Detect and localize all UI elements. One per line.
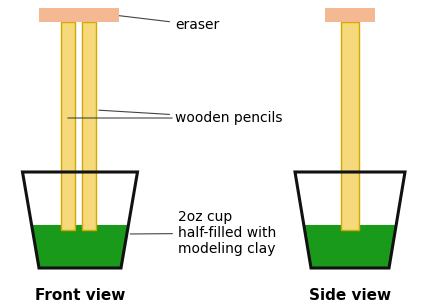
- Text: Front view: Front view: [35, 287, 125, 302]
- Bar: [341, 22, 359, 230]
- Text: eraser: eraser: [116, 15, 219, 32]
- Bar: [61, 22, 75, 230]
- Bar: [325, 8, 375, 22]
- Polygon shape: [295, 172, 405, 225]
- Text: Side view: Side view: [309, 287, 391, 302]
- Polygon shape: [22, 172, 138, 225]
- Text: 2oz cup
half-filled with
modeling clay: 2oz cup half-filled with modeling clay: [130, 210, 276, 256]
- Polygon shape: [304, 225, 396, 268]
- Text: wooden pencils: wooden pencils: [99, 110, 282, 125]
- Bar: [39, 8, 118, 22]
- Polygon shape: [32, 225, 128, 268]
- Bar: [82, 22, 96, 230]
